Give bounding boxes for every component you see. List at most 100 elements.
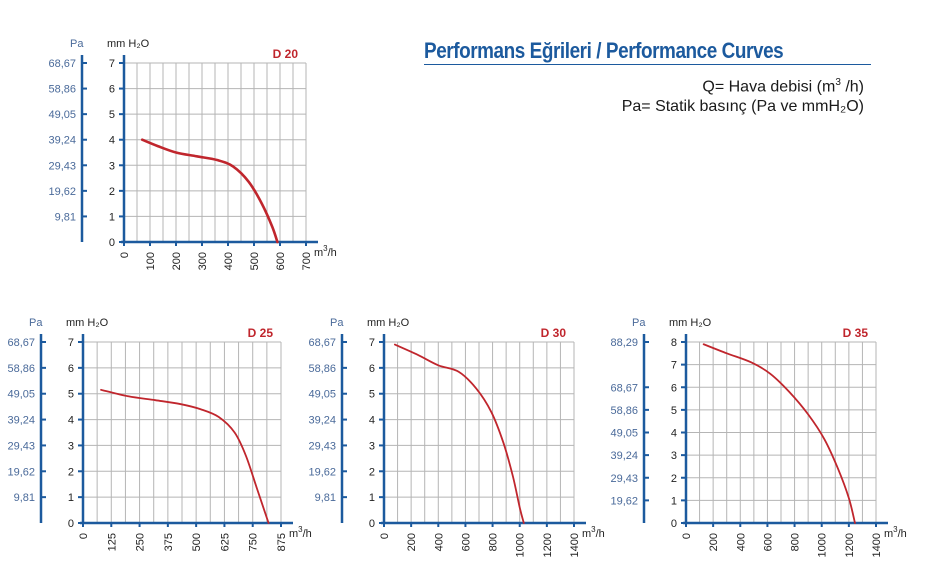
mm-unit-label: mm H₂O [66, 317, 109, 329]
mm-unit-label: mm H₂O [107, 38, 150, 50]
x-tick-label: 1200 [542, 533, 554, 557]
model-label: D 20 [273, 47, 299, 61]
pa-tick-label: 49,05 [308, 389, 336, 401]
x-tick-label: 400 [735, 533, 747, 551]
legend-flow-suffix: /h) [840, 78, 864, 96]
x-tick-label: 400 [433, 533, 445, 551]
y-tick-label: 5 [109, 109, 115, 121]
y-tick-label: 3 [109, 160, 115, 172]
y-tick-label: 2 [671, 473, 677, 485]
y-tick-label: 0 [369, 518, 375, 530]
pa-tick-label: 58,86 [308, 363, 336, 375]
pa-unit-label: Pa [29, 317, 43, 329]
y-tick-label: 6 [671, 382, 677, 394]
pa-tick-label: 29,43 [48, 160, 76, 172]
pa-tick-label: 29,43 [308, 440, 336, 452]
y-tick-label: 2 [68, 466, 74, 478]
chart-d20: 0 1 2 3 4 5 6 7 9,81 19,62 29,43 39,24 49,05 58,86 68,… [48, 38, 337, 270]
y-tick-label: 2 [369, 466, 375, 478]
x-tick-label: 125 [106, 533, 118, 551]
x-unit-sup: 3 [323, 244, 328, 253]
model-label: D 35 [843, 326, 869, 340]
pa-tick-label: 49,05 [610, 428, 638, 440]
pa-tick-label: 19,62 [7, 466, 35, 478]
x-tick-label: 700 [301, 252, 313, 270]
pa-tick-label: 39,24 [48, 135, 76, 147]
x-unit-label: m3/h [314, 244, 337, 259]
x-unit-base: m [582, 528, 591, 540]
x-unit-label: m3/h [884, 525, 907, 540]
pa-tick-label: 58,86 [7, 363, 35, 375]
x-unit-suffix: /h [898, 528, 907, 540]
y-tick-label: 4 [109, 135, 115, 147]
performance-curve [702, 343, 856, 524]
pa-tick-label: 19,62 [610, 495, 638, 507]
pa-tick-label: 19,62 [308, 466, 336, 478]
pa-tick-label: 49,05 [7, 389, 35, 401]
pa-tick-label: 68,67 [308, 337, 336, 349]
x-tick-label: 800 [488, 533, 500, 551]
mm-unit-label: mm H₂O [367, 317, 410, 329]
x-unit-base: m [289, 528, 298, 540]
x-tick-label: 500 [249, 252, 261, 270]
performance-curve [100, 388, 270, 524]
legend-flow: Q= Hava debisi (m3 /h) [702, 77, 864, 96]
y-tick-label: 0 [109, 237, 115, 249]
y-tick-label: 6 [369, 363, 375, 375]
x-unit-label: m3/h [582, 525, 605, 540]
x-tick-label: 1000 [817, 533, 829, 557]
y-tick-label: 6 [68, 363, 74, 375]
x-tick-label: 1000 [515, 533, 527, 557]
y-tick-label: 0 [671, 518, 677, 530]
x-tick-label: 875 [276, 533, 288, 551]
pa-unit-label: Pa [70, 38, 84, 50]
y-tick-label: 6 [109, 84, 115, 96]
x-unit-suffix: /h [303, 528, 312, 540]
y-tick-label: 7 [671, 360, 677, 372]
x-tick-label: 375 [163, 533, 175, 551]
y-tick-label: 1 [68, 492, 74, 504]
pa-tick-label: 49,05 [48, 109, 76, 121]
pa-tick-label: 39,24 [7, 415, 35, 427]
y-tick-label: 4 [68, 415, 74, 427]
x-unit-label: m3/h [289, 525, 312, 540]
y-tick-label: 2 [109, 186, 115, 198]
legend-flow-prefix: Q= Hava debisi (m [702, 78, 836, 96]
x-tick-label: 600 [460, 533, 472, 551]
chart-d25: 0 1 2 3 4 5 6 7 9,81 19,62 29,43 39,24 49,05 58,86 68,… [7, 317, 312, 551]
performance-curve [140, 138, 279, 244]
pa-tick-label: 58,86 [48, 84, 76, 96]
y-tick-label: 5 [68, 389, 74, 401]
y-tick-label: 7 [369, 337, 375, 349]
chart-d35: 0 1 2 3 4 5 6 7 8 19,62 29,43 39,24 49,05 58,86 68,67 8… [610, 317, 907, 557]
page-title: Performans Eğrileri / Performance Curves [424, 38, 784, 63]
y-tick-label: 7 [109, 58, 115, 70]
pa-tick-label: 19,62 [48, 186, 76, 198]
x-tick-label: 600 [275, 252, 287, 270]
x-tick-label: 1400 [871, 533, 883, 557]
x-tick-label: 800 [790, 533, 802, 551]
performance-curve [393, 343, 525, 524]
pa-tick-label: 68,67 [48, 58, 76, 70]
y-tick-label: 4 [671, 428, 677, 440]
pa-tick-label: 9,81 [14, 492, 35, 504]
x-tick-label: 300 [197, 252, 209, 270]
pa-tick-label: 29,43 [7, 440, 35, 452]
x-unit-suffix: /h [328, 247, 337, 259]
pa-tick-label: 9,81 [315, 492, 336, 504]
x-tick-label: 625 [219, 533, 231, 551]
x-unit-sup: 3 [591, 525, 596, 534]
pa-tick-label: 68,67 [610, 382, 638, 394]
legend-pressure: Pa= Statik basınç (Pa ve mmH₂O) [621, 98, 864, 115]
pa-unit-label: Pa [330, 317, 344, 329]
x-unit-suffix: /h [596, 528, 605, 540]
x-tick-label: 250 [135, 533, 147, 551]
y-tick-label: 7 [68, 337, 74, 349]
y-tick-label: 1 [369, 492, 375, 504]
x-tick-label: 1200 [844, 533, 856, 557]
pa-tick-label: 68,67 [7, 337, 35, 349]
x-tick-label: 100 [145, 252, 157, 270]
y-tick-label: 3 [369, 440, 375, 452]
x-tick-label: 0 [78, 533, 90, 539]
model-label: D 25 [248, 326, 274, 340]
